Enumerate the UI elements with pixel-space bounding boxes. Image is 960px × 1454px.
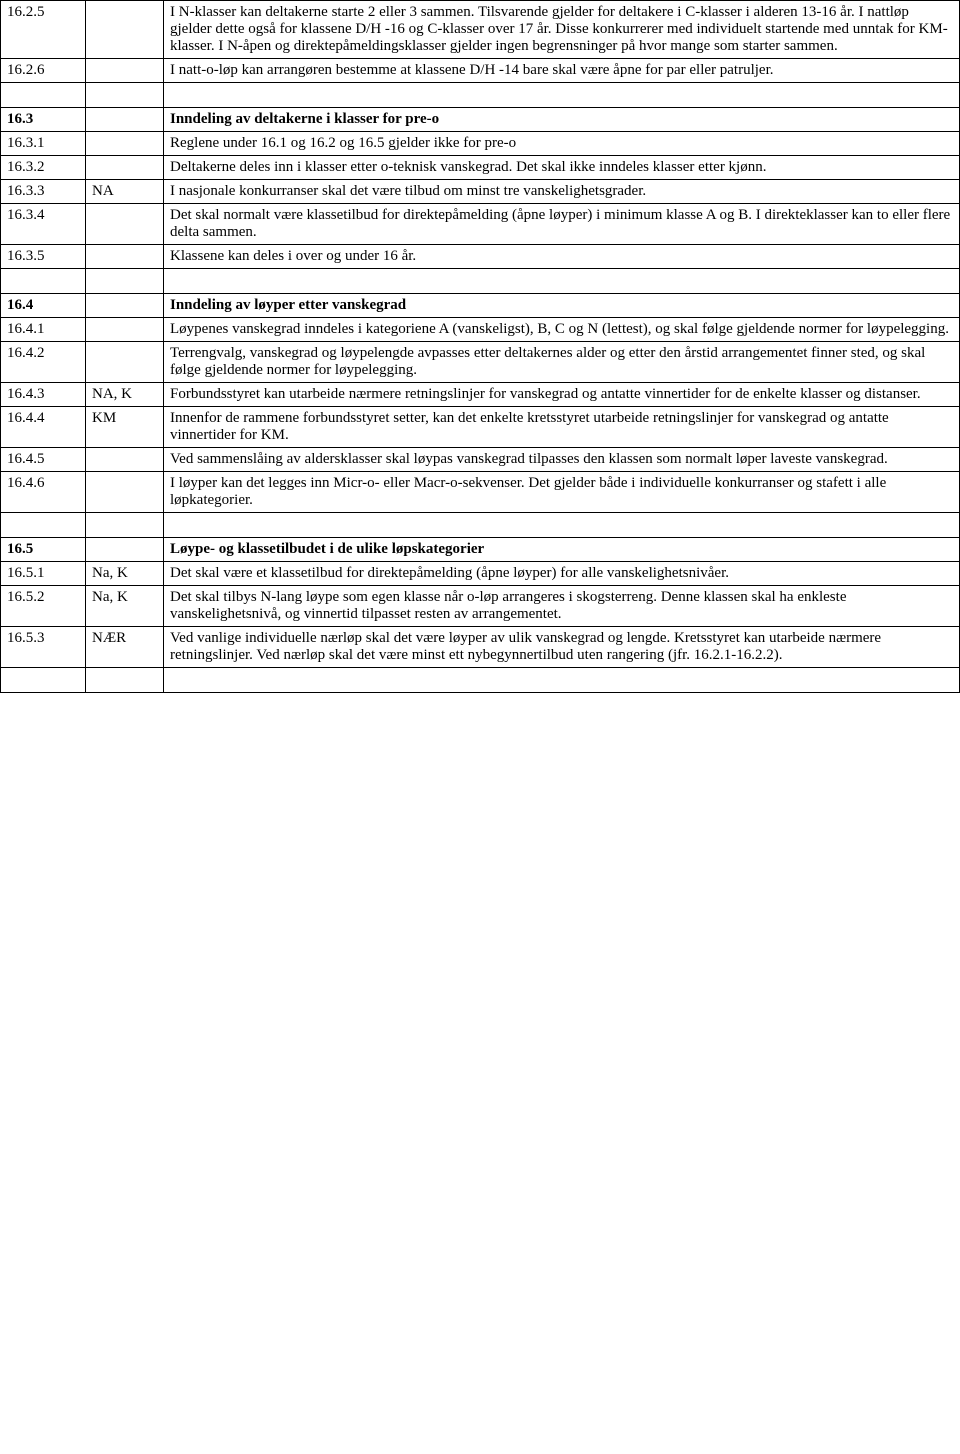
rule-id: 16.3 — [1, 108, 86, 132]
rule-id: 16.2.5 — [1, 1, 86, 59]
rules-table: 16.2.5 I N-klasser kan deltakerne starte … — [0, 0, 960, 693]
rule-id — [1, 668, 86, 693]
table-row: 16.3.5 Klassene kan deles i over og under… — [1, 245, 960, 269]
rule-text: I N-klasser kan deltakerne starte 2 elle… — [164, 1, 960, 59]
rule-id: 16.4.6 — [1, 472, 86, 513]
rule-id: 16.3.5 — [1, 245, 86, 269]
rule-id: 16.3.1 — [1, 132, 86, 156]
table-row: 16.4.6 I løyper kan det legges inn Micr-o… — [1, 472, 960, 513]
rule-text — [164, 269, 960, 294]
rule-category: NÆR — [86, 627, 164, 668]
rule-text: Løype- og klassetilbudet i de ulike løps… — [164, 538, 960, 562]
rule-text: Inndeling av deltakerne i klasser for pr… — [164, 108, 960, 132]
table-row — [1, 668, 960, 693]
rule-text: Klassene kan deles i over og under 16 år… — [164, 245, 960, 269]
rule-category: NA, K — [86, 383, 164, 407]
rule-category — [86, 513, 164, 538]
rule-text: I natt-o-løp kan arrangøren bestemme at … — [164, 59, 960, 83]
table-row: 16.2.5 I N-klasser kan deltakerne starte … — [1, 1, 960, 59]
rule-text: Innenfor de rammene forbundsstyret sette… — [164, 407, 960, 448]
rule-id: 16.5.1 — [1, 562, 86, 586]
rule-id: 16.4.3 — [1, 383, 86, 407]
rule-text: I løyper kan det legges inn Micr-o- elle… — [164, 472, 960, 513]
rule-id: 16.5.3 — [1, 627, 86, 668]
table-row: 16.5 Løype- og klassetilbudet i de ulike … — [1, 538, 960, 562]
rule-category — [86, 1, 164, 59]
rule-category: Na, K — [86, 562, 164, 586]
rule-id: 16.3.2 — [1, 156, 86, 180]
rule-id — [1, 269, 86, 294]
table-row — [1, 83, 960, 108]
rule-text — [164, 83, 960, 108]
rule-text: Reglene under 16.1 og 16.2 og 16.5 gjeld… — [164, 132, 960, 156]
rule-category — [86, 668, 164, 693]
rule-category — [86, 318, 164, 342]
rule-id: 16.4.4 — [1, 407, 86, 448]
rule-category — [86, 294, 164, 318]
table-row: 16.5.1Na, KDet skal være et klassetilbud… — [1, 562, 960, 586]
rule-category: KM — [86, 407, 164, 448]
table-row: 16.4.4KMInnenfor de rammene forbundsstyr… — [1, 407, 960, 448]
table-row: 16.3 Inndeling av deltakerne i klasser fo… — [1, 108, 960, 132]
rule-category: NA — [86, 180, 164, 204]
table-row: 16.4.2 Terrengvalg, vanskegrad og løypele… — [1, 342, 960, 383]
rule-text: Terrengvalg, vanskegrad og løypelengde a… — [164, 342, 960, 383]
table-row: 16.4.5 Ved sammenslåing av aldersklasser … — [1, 448, 960, 472]
table-row: 16.3.1 Reglene under 16.1 og 16.2 og 16.5… — [1, 132, 960, 156]
rule-text: Det skal normalt være klassetilbud for d… — [164, 204, 960, 245]
table-row: 16.2.6 I natt-o-løp kan arrangøren bestem… — [1, 59, 960, 83]
rule-id: 16.3.4 — [1, 204, 86, 245]
rule-id: 16.4 — [1, 294, 86, 318]
rule-id: 16.2.6 — [1, 59, 86, 83]
rule-text — [164, 668, 960, 693]
rule-id: 16.4.2 — [1, 342, 86, 383]
table-row: 16.4 Inndeling av løyper etter vanskegrad — [1, 294, 960, 318]
rule-text: Deltakerne deles inn i klasser etter o-t… — [164, 156, 960, 180]
rule-category — [86, 472, 164, 513]
rule-category — [86, 59, 164, 83]
rule-text: Inndeling av løyper etter vanskegrad — [164, 294, 960, 318]
rule-category — [86, 156, 164, 180]
rule-text: I nasjonale konkurranser skal det være t… — [164, 180, 960, 204]
table-row: 16.3.3NAI nasjonale konkurranser skal de… — [1, 180, 960, 204]
rule-text: Løypenes vanskegrad inndeles i kategorie… — [164, 318, 960, 342]
table-row: 16.5.2Na, KDet skal tilbys N-lang løype … — [1, 586, 960, 627]
rule-category — [86, 448, 164, 472]
rule-id: 16.4.1 — [1, 318, 86, 342]
rule-text: Det skal være et klassetilbud for direkt… — [164, 562, 960, 586]
rule-id: 16.5 — [1, 538, 86, 562]
rule-text — [164, 513, 960, 538]
table-row: 16.3.2 Deltakerne deles inn i klasser ett… — [1, 156, 960, 180]
rule-category — [86, 83, 164, 108]
rule-category — [86, 108, 164, 132]
table-row: 16.4.1 Løypenes vanskegrad inndeles i kat… — [1, 318, 960, 342]
rule-category: Na, K — [86, 586, 164, 627]
rule-category — [86, 245, 164, 269]
rule-text: Ved sammenslåing av aldersklasser skal l… — [164, 448, 960, 472]
table-row — [1, 513, 960, 538]
rule-category — [86, 342, 164, 383]
rule-id — [1, 513, 86, 538]
rule-category — [86, 132, 164, 156]
rule-text: Det skal tilbys N-lang løype som egen kl… — [164, 586, 960, 627]
rule-id: 16.5.2 — [1, 586, 86, 627]
rule-text: Forbundsstyret kan utarbeide nærmere ret… — [164, 383, 960, 407]
table-row: 16.4.3NA, KForbundsstyret kan utarbeide … — [1, 383, 960, 407]
rule-id: 16.3.3 — [1, 180, 86, 204]
table-row: 16.5.3NÆRVed vanlige individuelle nærløp… — [1, 627, 960, 668]
table-row: 16.3.4 Det skal normalt være klassetilbud… — [1, 204, 960, 245]
rule-text: Ved vanlige individuelle nærløp skal det… — [164, 627, 960, 668]
rule-category — [86, 538, 164, 562]
rule-id — [1, 83, 86, 108]
rule-category — [86, 204, 164, 245]
table-row — [1, 269, 960, 294]
rule-id: 16.4.5 — [1, 448, 86, 472]
rule-category — [86, 269, 164, 294]
